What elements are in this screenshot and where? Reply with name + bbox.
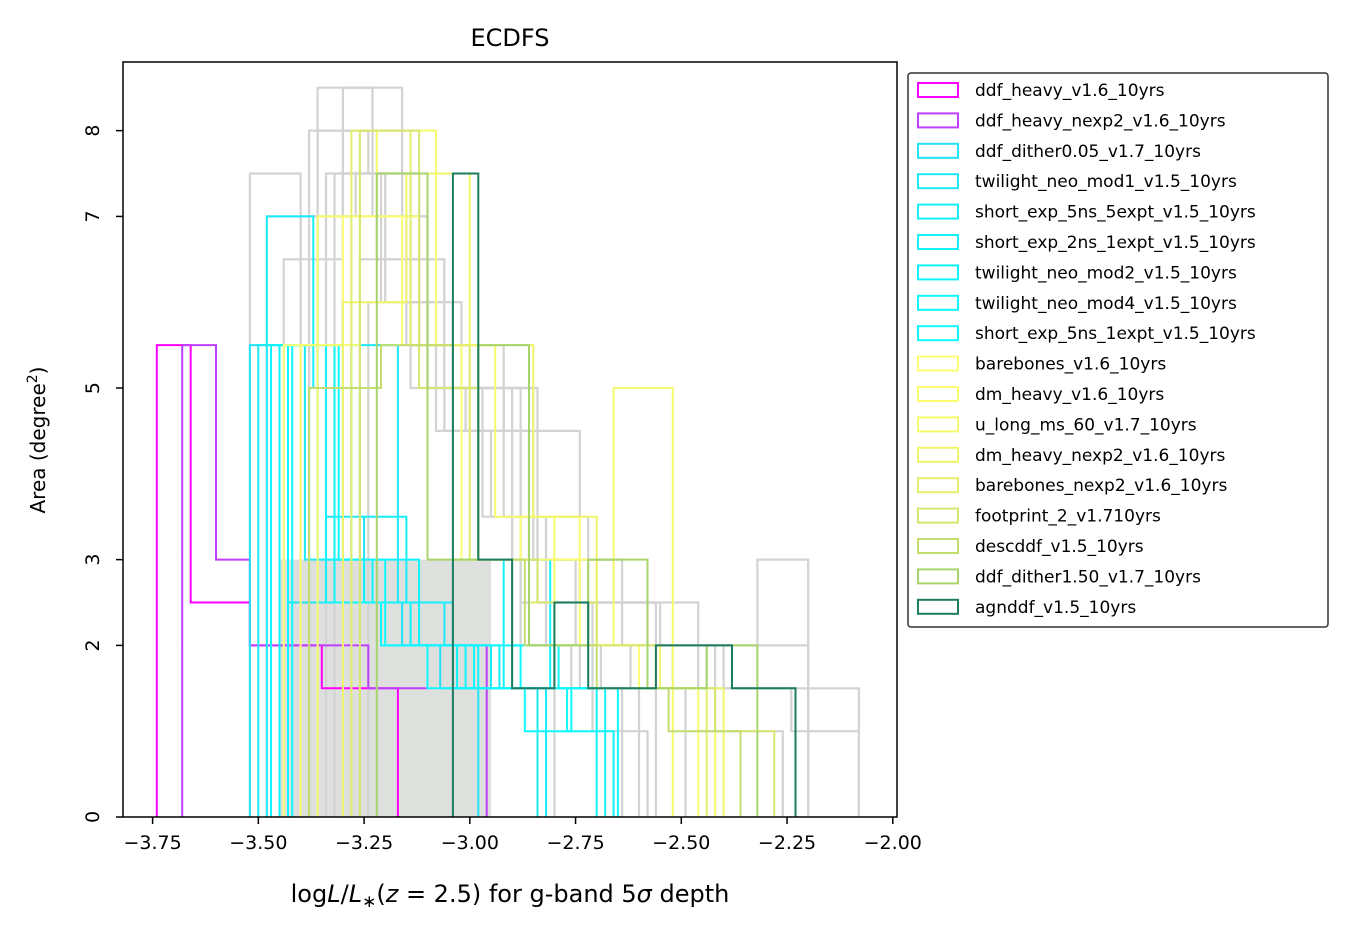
y-tick-label: 7: [82, 210, 104, 222]
x-tick-label: −2.00: [864, 832, 922, 854]
legend-swatch-twilight-neo-mod4-v1-5-10yrs: [917, 294, 959, 311]
legend-swatch-dm-heavy-v1-6-10yrs: [917, 386, 959, 402]
xlabel-lstar: L: [349, 880, 362, 908]
histogram-twilight-neo-mod4-v1-5-10yrs: [287, 344, 615, 817]
legend-label-u-long-ms-60-v1-7-10yrs: u_long_ms_60_v1.7_10yrs: [975, 415, 1197, 435]
background-histogram-6: [316, 86, 649, 817]
legend-swatch-ddf-dither1-50-v1-7-10yrs: [917, 568, 959, 585]
y-tick-label: 5: [82, 382, 104, 394]
legend-swatch-dm-heavy-nexp2-v1-6-10yrs: [917, 446, 959, 463]
histogram-twilight-neo-mod1-v1-5-10yrs: [257, 344, 539, 817]
xlabel-star: ∗: [362, 892, 376, 912]
xlabel-eq: = 2.5): [398, 880, 481, 908]
histogram-ddf-dither1-50-v1-7-10yrs: [375, 172, 759, 817]
xlabel-log: log: [291, 880, 328, 908]
legend: ddf_heavy_v1.6_10yrs ddf_heavy_nexp2_v1.6…: [907, 72, 1329, 628]
xlabel-suffix: depth: [652, 880, 729, 908]
plot-frame: [122, 61, 898, 818]
xlabel-sigma: σ: [637, 880, 653, 908]
x-axis: −3.75 −3.50 −3.25 −3.00 −2.75 −2.50 −2.25 −2.00: [123, 817, 922, 854]
x-tick-label: −3.00: [441, 832, 499, 854]
legend-label-ddf-dither1-50-v1-7-10yrs: ddf_dither1.50_v1.7_10yrs: [975, 567, 1201, 587]
y-axis: 0 2 3 5 7 8: [82, 125, 123, 823]
legend-swatch-short-exp-2ns-1expt-v1-5-10yrs: [917, 234, 959, 250]
x-tick-label: −3.25: [335, 832, 393, 854]
legend-swatch-ddf-heavy-nexp2-v1-6-10yrs: [917, 112, 959, 129]
legend-swatch-ddf-heavy-v1-6-10yrs: [917, 82, 959, 98]
ylabel-sup: 2: [25, 374, 41, 383]
y-tick-label: 8: [82, 125, 104, 137]
legend-swatch-descddf-v1-5-10yrs: [917, 538, 959, 554]
ylabel-main: Area (degree: [26, 383, 50, 513]
legend-label-twilight-neo-mod4-v1-5-10yrs: twilight_neo_mod4_v1.5_10yrs: [975, 294, 1237, 314]
legend-label-dm-heavy-nexp2-v1-6-10yrs: dm_heavy_nexp2_v1.6_10yrs: [975, 446, 1226, 466]
legend-swatch-barebones-nexp2-v1-6-10yrs: [917, 477, 959, 494]
legend-frame: [907, 72, 1329, 628]
xlabel-paren: (: [376, 880, 385, 908]
background-histogram-7: [324, 172, 657, 817]
legend-label-twilight-neo-mod1-v1-5-10yrs: twilight_neo_mod1_v1.5_10yrs: [975, 172, 1237, 192]
legend-label-short-exp-5ns-1expt-v1-5-10yrs: short_exp_5ns_1expt_v1.5_10yrs: [975, 324, 1256, 344]
xlabel-div: /: [341, 880, 350, 908]
legend-swatch-twilight-neo-mod2-v1-5-10yrs: [917, 264, 959, 281]
x-tick-label: −3.75: [123, 832, 181, 854]
legend-swatch-twilight-neo-mod1-v1-5-10yrs: [917, 173, 959, 190]
legend-swatch-u-long-ms-60-v1-7-10yrs: [917, 416, 959, 433]
legend-label-footprint-2-v1-710yrs: footprint_2_v1.710yrs: [975, 507, 1161, 527]
legend-label-agnddf-v1-5-10yrs: agnddf_v1.5_10yrs: [975, 598, 1136, 618]
y-tick-label: 3: [82, 554, 104, 566]
series-histograms: [155, 129, 797, 817]
legend-swatch-ddf-dither0-05-v1-7-10yrs: [917, 142, 959, 159]
legend-label-descddf-v1-5-10yrs: descddf_v1.5_10yrs: [975, 537, 1144, 557]
legend-swatch-agnddf-v1-5-10yrs: [917, 598, 959, 615]
legend-label-barebones-nexp2-v1-6-10yrs: barebones_nexp2_v1.6_10yrs: [975, 476, 1227, 496]
x-axis-label: logL/L∗(z = 2.5) for g-band 5σ depth: [291, 880, 730, 912]
legend-label-barebones-v1-6-10yrs: barebones_v1.6_10yrs: [975, 355, 1166, 375]
legend-swatch-short-exp-5ns-1expt-v1-5-10yrs: [917, 325, 959, 342]
x-tick-label: −2.50: [652, 832, 710, 854]
y-tick-label: 2: [82, 639, 104, 651]
x-tick-label: −3.50: [229, 832, 287, 854]
xlabel-z: z: [385, 880, 400, 908]
legend-label-twilight-neo-mod2-v1-5-10yrs: twilight_neo_mod2_v1.5_10yrs: [975, 263, 1237, 283]
legend-swatch-barebones-v1-6-10yrs: [917, 355, 959, 372]
ylabel-close: ): [26, 366, 50, 374]
legend-swatch-short-exp-5ns-5expt-v1-5-10yrs: [917, 203, 959, 220]
legend-label-short-exp-2ns-1expt-v1-5-10yrs: short_exp_2ns_1expt_v1.5_10yrs: [975, 233, 1256, 253]
xlabel-l: L: [327, 880, 340, 908]
x-tick-label: −2.25: [758, 832, 816, 854]
legend-label-dm-heavy-v1-6-10yrs: dm_heavy_v1.6_10yrs: [975, 385, 1164, 405]
legend-label-ddf-dither0-05-v1-7-10yrs: ddf_dither0.05_v1.7_10yrs: [975, 142, 1201, 162]
xlabel-mid: for g-band 5: [481, 880, 636, 908]
legend-label-short-exp-5ns-5expt-v1-5-10yrs: short_exp_5ns_5expt_v1.5_10yrs: [975, 203, 1256, 223]
legend-swatch-footprint-2-v1-710yrs: [917, 507, 959, 524]
histogram-short-exp-5ns-1expt-v1-5-10yrs: [291, 344, 619, 817]
histogram-dm-heavy-nexp2-v1-6-10yrs: [341, 172, 725, 817]
histogram-descddf-v1-5-10yrs: [308, 344, 742, 817]
y-tick-label: 0: [82, 811, 104, 823]
x-tick-label: −2.75: [546, 832, 604, 854]
y-axis-label: Area (degree2): [25, 366, 50, 513]
legend-label-ddf-heavy-nexp2-v1-6-10yrs: ddf_heavy_nexp2_v1.6_10yrs: [975, 111, 1226, 131]
histogram-agnddf-v1-5-10yrs: [451, 172, 797, 817]
chart-title: ECDFS: [470, 24, 549, 52]
legend-label-ddf-heavy-v1-6-10yrs: ddf_heavy_v1.6_10yrs: [975, 81, 1165, 101]
